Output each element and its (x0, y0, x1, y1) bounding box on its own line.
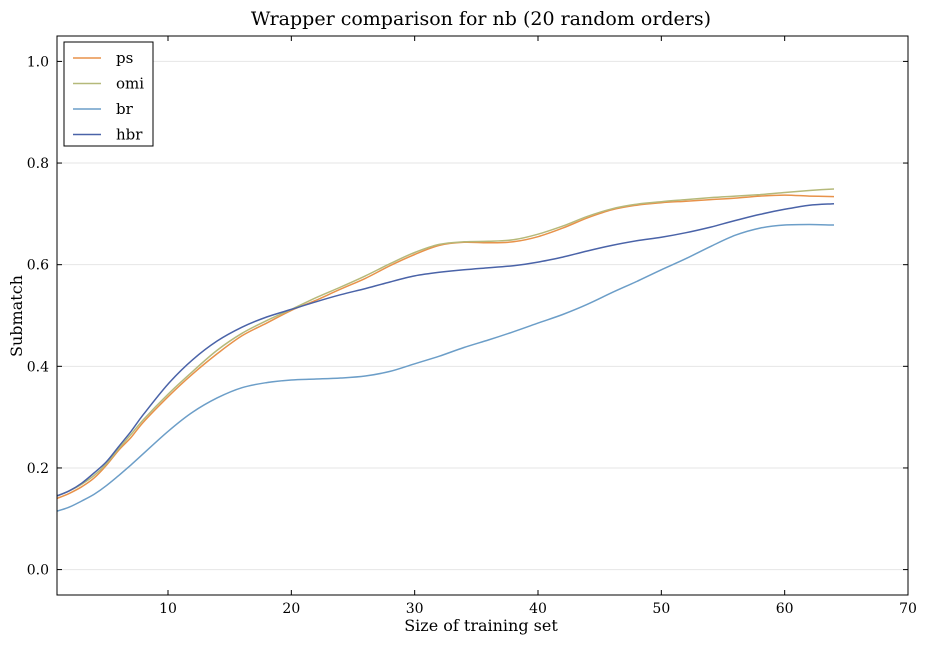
series-line-br (56, 223, 835, 512)
x-tick-label: 30 (406, 601, 424, 617)
y-axis-label: Submatch (7, 275, 26, 357)
legend-label-ps: ps (116, 49, 133, 67)
y-tick-label: 0.8 (27, 156, 49, 172)
y-tick-label: 0.2 (27, 461, 49, 477)
axis-layer: 0.0 0.2 0.4 0.6 0.8 1.0 10 20 30 40 50 60 70 (27, 36, 917, 617)
x-tick-label: 70 (899, 601, 917, 617)
x-axis-label: Size of training set (404, 616, 558, 635)
legend: ps omi br hbr (63, 41, 154, 147)
x-tick-label: 20 (282, 601, 300, 617)
chart-title: Wrapper comparison for nb (20 random ord… (251, 8, 711, 30)
plot-frame (56, 35, 909, 596)
grid-layer (57, 60, 908, 571)
y-tick-label: 0.4 (27, 359, 49, 375)
series-layer (56, 188, 835, 512)
y-tick-label: 1.0 (27, 54, 49, 70)
legend-label-br: br (116, 100, 134, 118)
x-tick-label: 50 (652, 601, 670, 617)
series-line-omi (56, 188, 835, 497)
y-tick-label: 0.0 (27, 563, 49, 579)
legend-label-hbr: hbr (116, 126, 143, 144)
y-tick-label: 0.6 (27, 258, 49, 274)
x-tick-label: 10 (159, 601, 177, 617)
x-tick-label: 40 (529, 601, 547, 617)
series-line-hbr (56, 202, 835, 497)
legend-label-omi: omi (116, 75, 144, 93)
series-line-ps (56, 194, 835, 500)
legend-box (63, 41, 154, 147)
x-tick-label: 60 (776, 601, 794, 617)
